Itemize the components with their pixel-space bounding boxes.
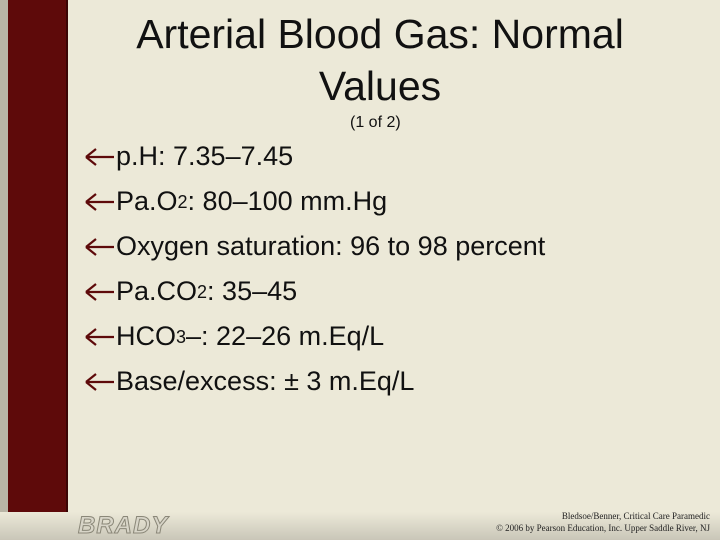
bullet-text: Pa.O (116, 186, 178, 216)
credit-line: © 2006 by Pearson Education, Inc. Upper … (496, 523, 710, 533)
bullet-text: p.H: 7.35–7.45 (116, 141, 294, 171)
bullet-text: –: 22–26 m.Eq/L (186, 321, 385, 351)
bullet: p.H: 7.35–7.45 (82, 134, 545, 179)
subtitle: (1 of 2) (350, 114, 401, 131)
bullet-list: p.H: 7.35–7.45 Pa.O 2: 80–100 mm.Hg Oxygen … (82, 134, 545, 404)
footer-band (0, 512, 720, 540)
side-bar (0, 0, 68, 540)
bullet-text: Oxygen saturation: 96 to 98 percent (116, 231, 546, 261)
bullet-text: HCO (116, 321, 176, 351)
bullet-text: : 80–100 mm.Hg (187, 186, 388, 216)
bullet: Base/excess: ± 3 m.Eq/L (82, 359, 545, 404)
bullet-text: Pa.CO (116, 276, 198, 306)
bullet-text: Base/excess: ± 3 m.Eq/L (116, 366, 415, 396)
bullet-arrow (85, 237, 114, 256)
credit-line: Bledsoe/Benner, Critical Care Paramedic (561, 511, 710, 521)
bullet: Pa.CO 2: 35–45 (82, 269, 545, 314)
logo: BRADY (77, 512, 169, 540)
bullet-arrow (85, 192, 114, 211)
bullet-arrow (85, 372, 114, 391)
bullet-arrow (85, 282, 114, 301)
credit: Bledsoe/Benner, Critical Care Paramedic … (496, 510, 710, 534)
bullet-arrow (85, 327, 114, 346)
title: Arterial Blood Gas: Normal Values (136, 11, 624, 109)
bullet-text: : 35–45 (207, 276, 298, 306)
bullet: Pa.O 2: 80–100 mm.Hg (82, 179, 545, 224)
bullet: HCO 3 –: 22–26 m.Eq/L (82, 314, 545, 359)
bullet-arrow (85, 147, 114, 166)
bullet: Oxygen saturation: 96 to 98 percent (82, 224, 545, 269)
